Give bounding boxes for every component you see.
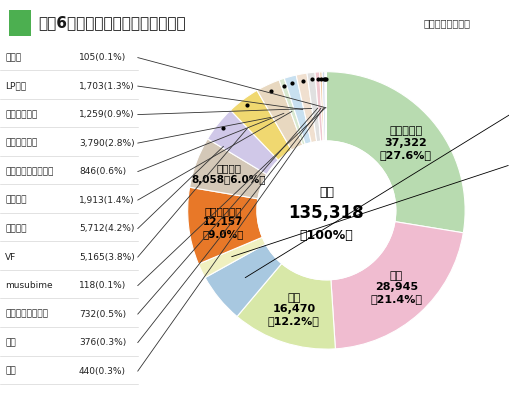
Text: （100%）: （100%） bbox=[299, 229, 353, 242]
Wedge shape bbox=[306, 72, 320, 142]
Text: VF: VF bbox=[5, 252, 16, 262]
Wedge shape bbox=[278, 78, 305, 145]
Text: 105(0.1%): 105(0.1%) bbox=[79, 53, 126, 62]
Text: 生活広域品目: 生活広域品目 bbox=[5, 110, 37, 119]
Text: 農業機械: 農業機械 bbox=[5, 196, 26, 204]
Text: 376(0.3%): 376(0.3%) bbox=[79, 338, 126, 347]
Text: 1,913(1.4%): 1,913(1.4%) bbox=[79, 196, 134, 204]
Text: 特産
2,351
（1.7%）: 特産 2,351 （1.7%） bbox=[231, 141, 509, 257]
Wedge shape bbox=[187, 187, 262, 264]
Text: 果実
28,945
（21.4%）: 果実 28,945 （21.4%） bbox=[370, 271, 421, 304]
Text: 440(0.3%): 440(0.3%) bbox=[79, 367, 126, 376]
Text: フードマーケット: フードマーケット bbox=[5, 310, 48, 319]
Wedge shape bbox=[230, 90, 291, 160]
Text: 3,790(2.8%): 3,790(2.8%) bbox=[79, 139, 134, 148]
Wedge shape bbox=[315, 72, 322, 141]
Text: （単位：百万円）: （単位：百万円） bbox=[422, 18, 469, 28]
Text: 118(0.1%): 118(0.1%) bbox=[79, 281, 126, 290]
Wedge shape bbox=[284, 75, 310, 145]
Text: 種苗: 種苗 bbox=[5, 367, 16, 376]
Text: 印刷物: 印刷物 bbox=[5, 53, 21, 62]
Text: 筑後北部・南部広域: 筑後北部・南部広域 bbox=[5, 167, 53, 176]
Wedge shape bbox=[296, 73, 316, 143]
Wedge shape bbox=[326, 72, 464, 233]
Circle shape bbox=[257, 141, 395, 280]
Wedge shape bbox=[322, 72, 325, 141]
Text: 石油広域品目
12,157
（9.0%）: 石油広域品目 12,157 （9.0%） bbox=[202, 206, 243, 239]
Wedge shape bbox=[257, 80, 302, 150]
Text: 施設広域品目: 施設広域品目 bbox=[5, 139, 37, 148]
Text: 合計: 合計 bbox=[318, 186, 333, 199]
Text: 野菜・花き
37,322
（27.6%）: 野菜・花き 37,322 （27.6%） bbox=[379, 126, 431, 160]
Text: 1,703(1.3%): 1,703(1.3%) bbox=[79, 81, 134, 91]
Text: LPガス: LPガス bbox=[5, 81, 26, 91]
Wedge shape bbox=[325, 72, 326, 141]
Wedge shape bbox=[207, 110, 278, 175]
Text: 135,318: 135,318 bbox=[288, 204, 363, 222]
Text: 農産
7,862（5.8%）: 農産 7,862（5.8%） bbox=[245, 82, 509, 278]
Wedge shape bbox=[205, 244, 281, 316]
Text: 米穀
16,470
（12.2%）: 米穀 16,470 （12.2%） bbox=[267, 293, 319, 326]
Text: 物流: 物流 bbox=[5, 338, 16, 347]
Wedge shape bbox=[324, 72, 325, 141]
Wedge shape bbox=[237, 264, 335, 349]
Wedge shape bbox=[319, 72, 324, 141]
FancyBboxPatch shape bbox=[9, 10, 31, 36]
Text: 5,712(4.2%): 5,712(4.2%) bbox=[79, 224, 134, 233]
Text: 732(0.5%): 732(0.5%) bbox=[79, 310, 126, 319]
Text: 生産資材
8,058（6.0%）: 生産資材 8,058（6.0%） bbox=[191, 164, 266, 185]
Wedge shape bbox=[330, 222, 462, 349]
Wedge shape bbox=[189, 139, 266, 199]
Wedge shape bbox=[198, 237, 265, 278]
Text: 1,259(0.9%): 1,259(0.9%) bbox=[79, 110, 134, 119]
Text: 令和6年度取扱高計画および構成比: 令和6年度取扱高計画および構成比 bbox=[38, 15, 185, 30]
Text: 販売資材: 販売資材 bbox=[5, 224, 26, 233]
Text: 846(0.6%): 846(0.6%) bbox=[79, 167, 126, 176]
Text: 5,165(3.8%): 5,165(3.8%) bbox=[79, 252, 134, 262]
Text: musubime: musubime bbox=[5, 281, 52, 290]
